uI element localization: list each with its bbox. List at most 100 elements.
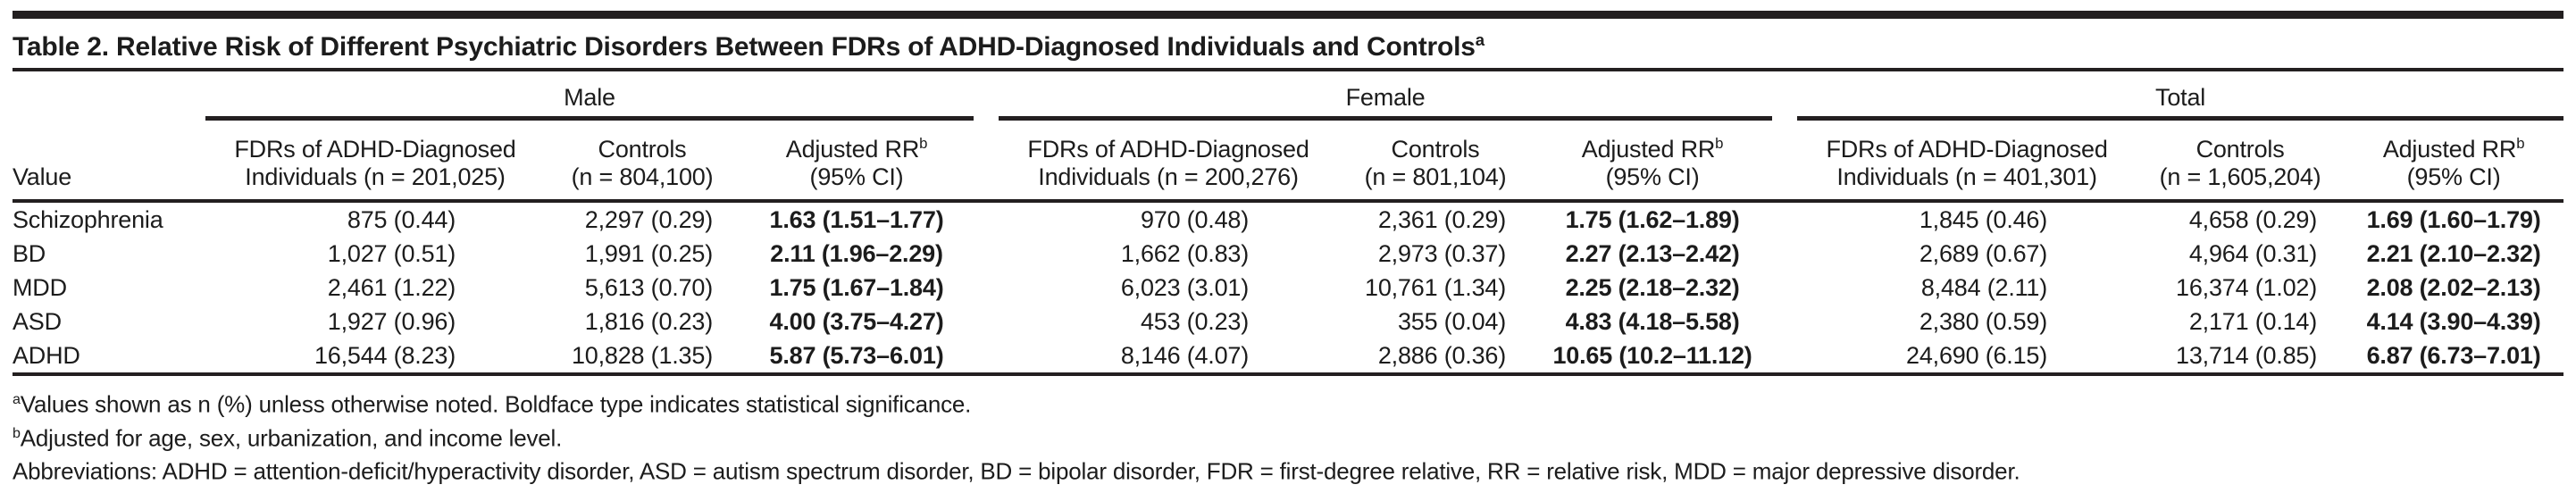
table-row-bd: BD 1,027 (0.51) 1,991 (0.25) 2.11 (1.96–…	[13, 237, 2563, 271]
group-header-male: Male	[205, 71, 974, 121]
top-rule	[13, 11, 2563, 19]
table-cell: 24,690 (6.15)	[1797, 338, 2137, 376]
table-cell: 970 (0.48)	[1140, 205, 1250, 233]
column-spacer	[1772, 201, 1797, 237]
table-cell: 2,689 (0.67)	[1919, 239, 2048, 267]
table-cell: 4.83 (4.18–5.58)	[1565, 307, 1740, 335]
group-header-row: Male Female Total	[13, 71, 2564, 121]
column-header-total-fdrs: FDRs of ADHD-Diagnosed Individuals (n = 4…	[1797, 118, 2137, 203]
table-cell: 2.27 (2.13–2.42)	[1565, 239, 1740, 267]
group-header-female: Female	[999, 71, 1773, 121]
table-cell: 2.08 (2.02–2.13)	[2366, 273, 2541, 301]
column-header-row: Value FDRs of ADHD-Diagnosed Individuals …	[13, 118, 2564, 203]
table-cell: 875 (0.44)	[347, 205, 456, 233]
row-label: BD	[13, 239, 46, 267]
table-cell: 4,964 (0.31)	[2188, 239, 2318, 267]
footnote-a: aValues shown as n (%) unless otherwise …	[13, 385, 2563, 419]
table-cell: 1,662 (0.83)	[1120, 239, 1250, 267]
table-cell: 2.25 (2.18–2.32)	[1565, 273, 1740, 301]
column-spacer	[974, 338, 999, 376]
table-cell: 16,544 (8.23)	[205, 338, 545, 376]
table-row-asd: ASD 1,927 (0.96) 1,816 (0.23) 4.00 (3.75…	[13, 305, 2563, 338]
column-spacer	[1772, 237, 1797, 271]
column-header-total-adjusted-rr: Adjusted RRb (95% CI)	[2344, 118, 2564, 203]
title-rule	[13, 68, 2563, 71]
table-cell: 2,973 (0.37)	[1377, 239, 1507, 267]
column-spacer	[974, 237, 999, 271]
table-cell: 10,828 (1.35)	[545, 338, 740, 376]
table-cell: 10.65 (10.2–11.12)	[1533, 338, 1773, 376]
column-spacer	[974, 118, 999, 203]
table-cell: 5,613 (0.70)	[584, 273, 713, 301]
column-header-male-controls: Controls (n = 804,100)	[545, 118, 740, 203]
column-header-total-controls: Controls (n = 1,605,204)	[2137, 118, 2345, 203]
table-cell: 16,374 (1.02)	[2176, 273, 2318, 301]
footnote-b: bAdjusted for age, sex, urbanization, an…	[13, 419, 2563, 453]
footnote-marker: b	[13, 424, 21, 441]
column-spacer	[974, 201, 999, 237]
table-cell: 1.75 (1.62–1.89)	[1565, 205, 1740, 233]
row-label: MDD	[13, 273, 67, 301]
table-cell: 355 (0.04)	[1397, 307, 1507, 335]
table-cell: 5.87 (5.73–6.01)	[740, 338, 974, 376]
footnote-marker: a	[13, 391, 21, 407]
table-title: Table 2. Relative Risk of Different Psyc…	[13, 25, 2563, 63]
column-header-female-fdrs: FDRs of ADHD-Diagnosed Individuals (n = 2…	[999, 118, 1339, 203]
table-cell: 2,886 (0.36)	[1338, 338, 1534, 376]
table-row-adhd: ADHD 16,544 (8.23) 10,828 (1.35) 5.87 (5…	[13, 338, 2564, 376]
relative-risk-table: Male Female Total Value FDRs of ADHD-Dia…	[13, 71, 2564, 376]
footnote-text: Values shown as n (%) unless otherwise n…	[20, 390, 972, 418]
column-header-male-adjusted-rr: Adjusted RRb (95% CI)	[740, 118, 974, 203]
table-cell: 4,658 (0.29)	[2188, 205, 2318, 233]
table-cell: 1,816 (0.23)	[584, 307, 713, 335]
table-cell: 8,484 (2.11)	[1920, 273, 2048, 301]
table-cell: 2.11 (1.96–2.29)	[770, 239, 943, 267]
table-cell: 1,027 (0.51)	[327, 239, 456, 267]
column-spacer	[974, 71, 999, 119]
table-cell: 4.14 (3.90–4.39)	[2366, 307, 2541, 335]
table-cell: 1,927 (0.96)	[327, 307, 456, 335]
column-header-female-adjusted-rr: Adjusted RRb (95% CI)	[1533, 118, 1773, 203]
table-cell: 2,361 (0.29)	[1377, 205, 1507, 233]
column-spacer	[1772, 271, 1797, 305]
column-spacer	[974, 305, 999, 338]
table-cell: 2,297 (0.29)	[584, 205, 713, 233]
table-cell: 4.00 (3.75–4.27)	[769, 307, 944, 335]
table-cell: 1.63 (1.51–1.77)	[769, 205, 944, 233]
row-label: Schizophrenia	[13, 205, 163, 233]
table-cell: 2,171 (0.14)	[2188, 307, 2318, 335]
group-header-total: Total	[1797, 71, 2564, 121]
table-cell: 1.75 (1.67–1.84)	[769, 273, 944, 301]
table-cell: 453 (0.23)	[1140, 307, 1250, 335]
group-header-blank	[13, 71, 205, 119]
table-title-text: Table 2. Relative Risk of Different Psyc…	[13, 32, 1476, 62]
table-row-schizophrenia: Schizophrenia 875 (0.44) 2,297 (0.29) 1.…	[13, 201, 2563, 237]
column-header-male-fdrs: FDRs of ADHD-Diagnosed Individuals (n = 2…	[205, 118, 545, 203]
table-cell: 2.21 (2.10–2.32)	[2366, 239, 2541, 267]
table-cell: 2,461 (1.22)	[327, 273, 456, 301]
column-header-value: Value	[13, 118, 205, 203]
column-spacer	[974, 271, 999, 305]
table-cell: 10,761 (1.34)	[1365, 273, 1507, 301]
table-cell: 13,714 (0.85)	[2137, 338, 2345, 376]
table-cell: 1.69 (1.60–1.79)	[2366, 205, 2541, 233]
footnote-text: Adjusted for age, sex, urbanization, and…	[20, 424, 563, 452]
table-cell: 6,023 (3.01)	[1120, 273, 1250, 301]
column-header-female-controls: Controls (n = 801,104)	[1338, 118, 1534, 203]
table-cell: 1,845 (0.46)	[1919, 205, 2048, 233]
table-title-footnote-marker: a	[1475, 30, 1485, 49]
footnotes: aValues shown as n (%) unless otherwise …	[13, 385, 2563, 486]
footnote-abbreviations: Abbreviations: ADHD = attention-deficit/…	[13, 452, 2563, 486]
row-label: ADHD	[13, 338, 205, 376]
table-cell: 2,380 (0.59)	[1919, 307, 2048, 335]
row-label: ASD	[13, 307, 62, 335]
table-cell: 8,146 (4.07)	[999, 338, 1339, 376]
table-cell: 6.87 (6.73–7.01)	[2344, 338, 2564, 376]
column-spacer	[1772, 305, 1797, 338]
footnote-text: Abbreviations: ADHD = attention-deficit/…	[13, 457, 2020, 485]
table-cell: 1,991 (0.25)	[584, 239, 713, 267]
column-spacer	[1772, 338, 1798, 376]
table-row-mdd: MDD 2,461 (1.22) 5,613 (0.70) 1.75 (1.67…	[13, 271, 2563, 305]
column-spacer	[1772, 118, 1798, 203]
